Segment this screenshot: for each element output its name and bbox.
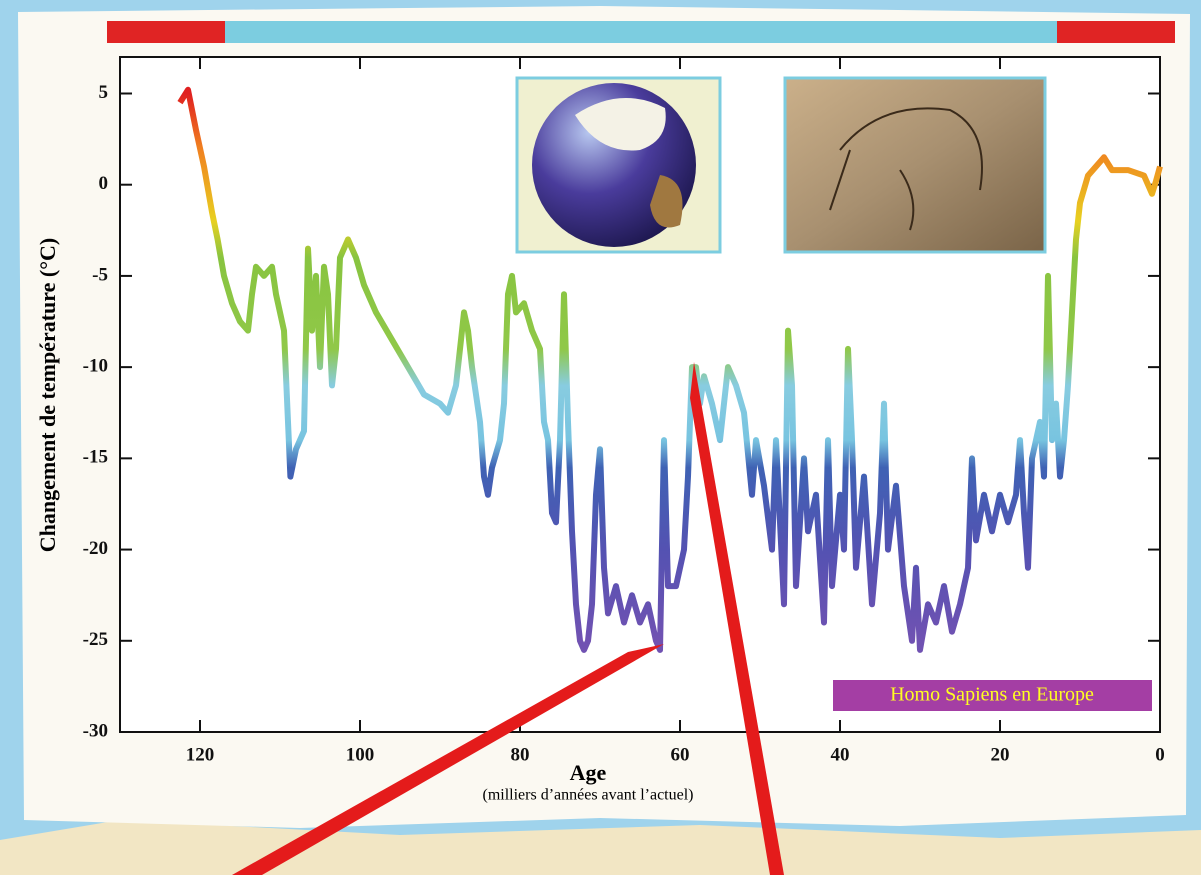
- y-tick-label: -5: [92, 264, 108, 285]
- y-tick-label: -25: [83, 629, 108, 650]
- y-tick-label: -20: [83, 538, 108, 559]
- arrow: [690, 362, 784, 875]
- x-tick-label: 120: [186, 744, 215, 765]
- parchment: [0, 820, 1201, 875]
- x-tick-label: 40: [831, 744, 850, 765]
- marks: 120 100 80 60 40 20 0 5 0 -5 -10 -15 -20 -25 -30: [83, 57, 1165, 765]
- arrow: [232, 644, 664, 875]
- y-axis-label: Changement de température (°C): [35, 238, 60, 553]
- annotation-box: [833, 680, 1152, 711]
- cave-drawing: [829, 107, 983, 231]
- x-tick-label: 60: [671, 744, 690, 765]
- land: [650, 175, 683, 228]
- y-tick-label: -15: [83, 447, 108, 468]
- y-tick-label: 0: [99, 173, 109, 194]
- ice-sheet: [575, 98, 666, 151]
- period-bar: [107, 21, 225, 43]
- x-tick-label: 100: [346, 744, 375, 765]
- x-axis-sublabel: (milliers d’années avant l’actuel): [482, 787, 693, 804]
- x-tick-label: 80: [511, 744, 530, 765]
- annotation: Homo Sapiens en Europe: [890, 684, 1094, 706]
- period-bar: [225, 21, 1057, 43]
- y-tick-label: 5: [99, 82, 109, 103]
- y-tick-label: -30: [83, 720, 108, 741]
- period-bar: [1057, 21, 1175, 43]
- x-axis-label: Age: [570, 760, 607, 785]
- cave-image: [783, 76, 1047, 254]
- temperature-line: [177, 86, 1163, 653]
- x-tick-label: 0: [1155, 744, 1165, 765]
- y-tick-label: -10: [83, 355, 108, 376]
- x-tick-label: 20: [991, 744, 1010, 765]
